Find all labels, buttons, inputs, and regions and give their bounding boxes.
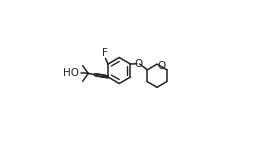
- Text: O: O: [134, 59, 142, 69]
- Text: O: O: [157, 61, 166, 71]
- Text: HO: HO: [63, 69, 79, 78]
- Text: F: F: [102, 48, 108, 58]
